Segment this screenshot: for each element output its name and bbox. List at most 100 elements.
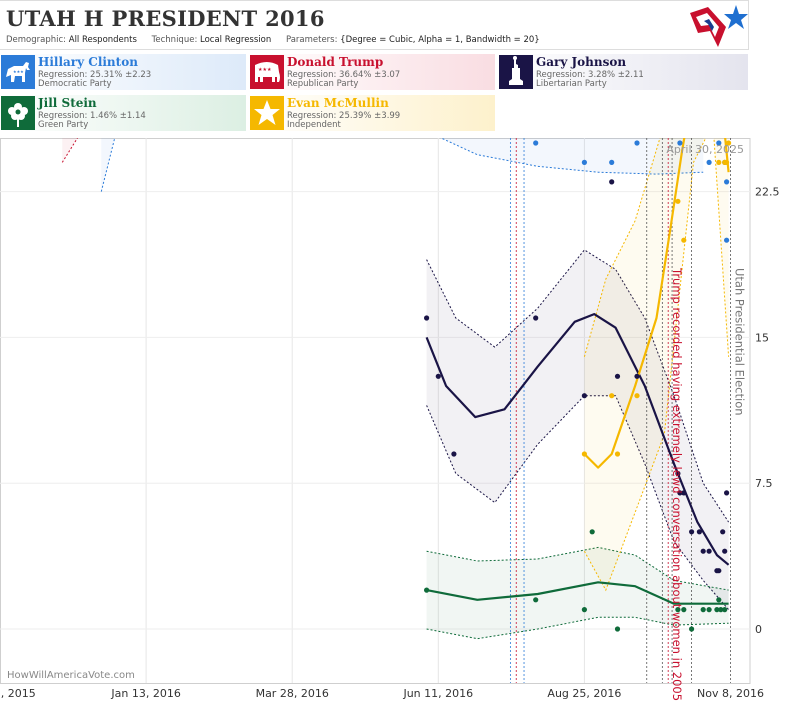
regression-line	[426, 581, 729, 605]
parameters-label: Parameters:	[285, 35, 338, 45]
demographic-value: All Respondents	[68, 35, 137, 45]
poll-point	[681, 237, 687, 243]
x-tick-label: Mar 28, 2016	[256, 687, 329, 700]
event-annotation: Utah Presidential Election	[733, 268, 747, 416]
technique-value: Local Regression	[200, 35, 272, 45]
as-of-date-label: April 30, 2025	[666, 143, 744, 156]
flower-icon	[1, 96, 35, 130]
poll-point	[696, 529, 703, 535]
star-icon	[250, 96, 284, 130]
poll-point	[533, 315, 539, 321]
poll-point	[675, 607, 681, 613]
x-tick-label: Aug 25, 2016	[547, 687, 621, 700]
poll-point	[722, 548, 728, 554]
confidence-band	[426, 547, 729, 639]
poll-point	[724, 159, 730, 165]
poll-point	[706, 159, 712, 165]
donkey-icon: ★★★	[1, 55, 35, 89]
poll-point	[689, 529, 695, 535]
candidate-party: Green Party	[38, 120, 89, 130]
x-tick-label: Jun 11, 2016	[402, 687, 473, 700]
poll-point	[424, 587, 430, 593]
poll-point	[718, 607, 724, 613]
poll-point	[609, 179, 615, 185]
candidate-regression: Regression: 25.39% ±3.99	[287, 111, 401, 121]
poll-point	[706, 607, 712, 613]
legend-card-johnson: Gary Johnson Regression: 3.28% ±2.11 Lib…	[498, 54, 748, 90]
upper-bound-line	[583, 138, 661, 357]
poll-point	[689, 626, 695, 632]
legend-card-trump: ★★★ Donald Trump Regression: 36.64% ±3.0…	[249, 54, 495, 90]
poll-point	[700, 548, 706, 554]
legend-card-clinton: ★★★ Hillary Clinton Regression: 25.31% ±…	[0, 54, 246, 90]
poll-point	[634, 393, 640, 399]
poll-point	[675, 470, 681, 477]
liberty-statue-icon	[499, 55, 533, 89]
poll-point	[609, 159, 615, 165]
poll-point	[533, 140, 539, 146]
poll-point	[722, 607, 728, 613]
poll-point	[714, 607, 720, 613]
poll-point	[700, 607, 706, 613]
lower-bound-line	[583, 138, 730, 592]
poll-point	[706, 548, 712, 554]
upper-bound-line	[426, 546, 729, 591]
candidate-regression: Regression: 1.46% ±1.14	[38, 111, 146, 121]
candidate-name: Evan McMullin	[287, 96, 389, 110]
poll-point	[435, 373, 441, 379]
y-tick-label: 15	[755, 331, 769, 344]
confidence-band	[101, 138, 704, 192]
candidate-name: Jill Stein	[38, 96, 97, 110]
candidate-party: Independent	[287, 120, 341, 130]
candidate-regression: Regression: 36.64% ±3.07	[287, 70, 401, 80]
page-title: UTAH H PRESIDENT 2016	[6, 6, 325, 31]
poll-point	[720, 529, 726, 535]
regression-line	[425, 313, 730, 566]
parameters-value: {Degree = Cubic, Alpha = 1, Bandwidth = …	[340, 35, 540, 45]
poll-point	[677, 490, 683, 496]
candidate-regression: Regression: 25.31% ±2.23	[38, 70, 152, 80]
candidate-name: Hillary Clinton	[38, 55, 138, 69]
poll-point	[634, 140, 640, 146]
poll-point	[614, 373, 621, 379]
candidate-name: Donald Trump	[287, 55, 384, 69]
poll-point	[716, 140, 722, 146]
candidate-name: Gary Johnson	[536, 55, 627, 69]
candidate-regression: Regression: 3.28% ±2.11	[536, 70, 644, 80]
y-tick-label: 0	[755, 623, 762, 636]
poll-point	[614, 626, 621, 632]
legend-card-stein: Jill Stein Regression: 1.46% ±1.14 Green…	[0, 95, 246, 131]
poll-point	[609, 393, 615, 399]
upper-bound-line	[426, 249, 730, 523]
plot-frame	[0, 138, 751, 684]
poll-point	[424, 315, 430, 321]
poll-point	[634, 373, 640, 379]
event-annotation: Trump recorded having extremely lewd con…	[670, 267, 684, 701]
poll-point	[581, 393, 588, 399]
poll-point	[681, 490, 687, 496]
poll-point	[675, 198, 681, 204]
poll-point	[716, 159, 722, 165]
watermark-text: HowWillAmericaVote.com	[7, 670, 135, 681]
x-tick-label: Oct 30, 2015	[0, 687, 36, 700]
candidate-party: Libertarian Party	[536, 79, 607, 89]
poll-chart: Oct 30, 2015 Jan 13, 2016 Mar 28, 2016 Jun …	[0, 138, 780, 701]
poll-point	[724, 179, 730, 185]
demographic-label: Demographic:	[6, 35, 67, 45]
site-logo-icon	[690, 5, 748, 47]
svg-text:★★★: ★★★	[13, 69, 24, 74]
elephant-icon: ★★★	[250, 55, 284, 89]
poll-point	[724, 490, 730, 496]
x-tick-label: Jan 13, 2016	[110, 687, 180, 700]
candidate-party: Democratic Party	[38, 79, 112, 89]
svg-text:★★★: ★★★	[258, 67, 272, 73]
poll-point	[589, 529, 595, 535]
poll-point	[533, 597, 539, 603]
technique-label: Technique:	[151, 35, 198, 45]
poll-point	[581, 451, 588, 457]
confidence-band	[426, 249, 729, 610]
chart-header: UTAH H PRESIDENT 2016 Demographic: All R…	[0, 0, 749, 50]
x-tick-label: Nov 8, 2016	[697, 687, 764, 700]
candidate-party: Republican Party	[287, 79, 359, 89]
poll-point	[724, 237, 730, 243]
